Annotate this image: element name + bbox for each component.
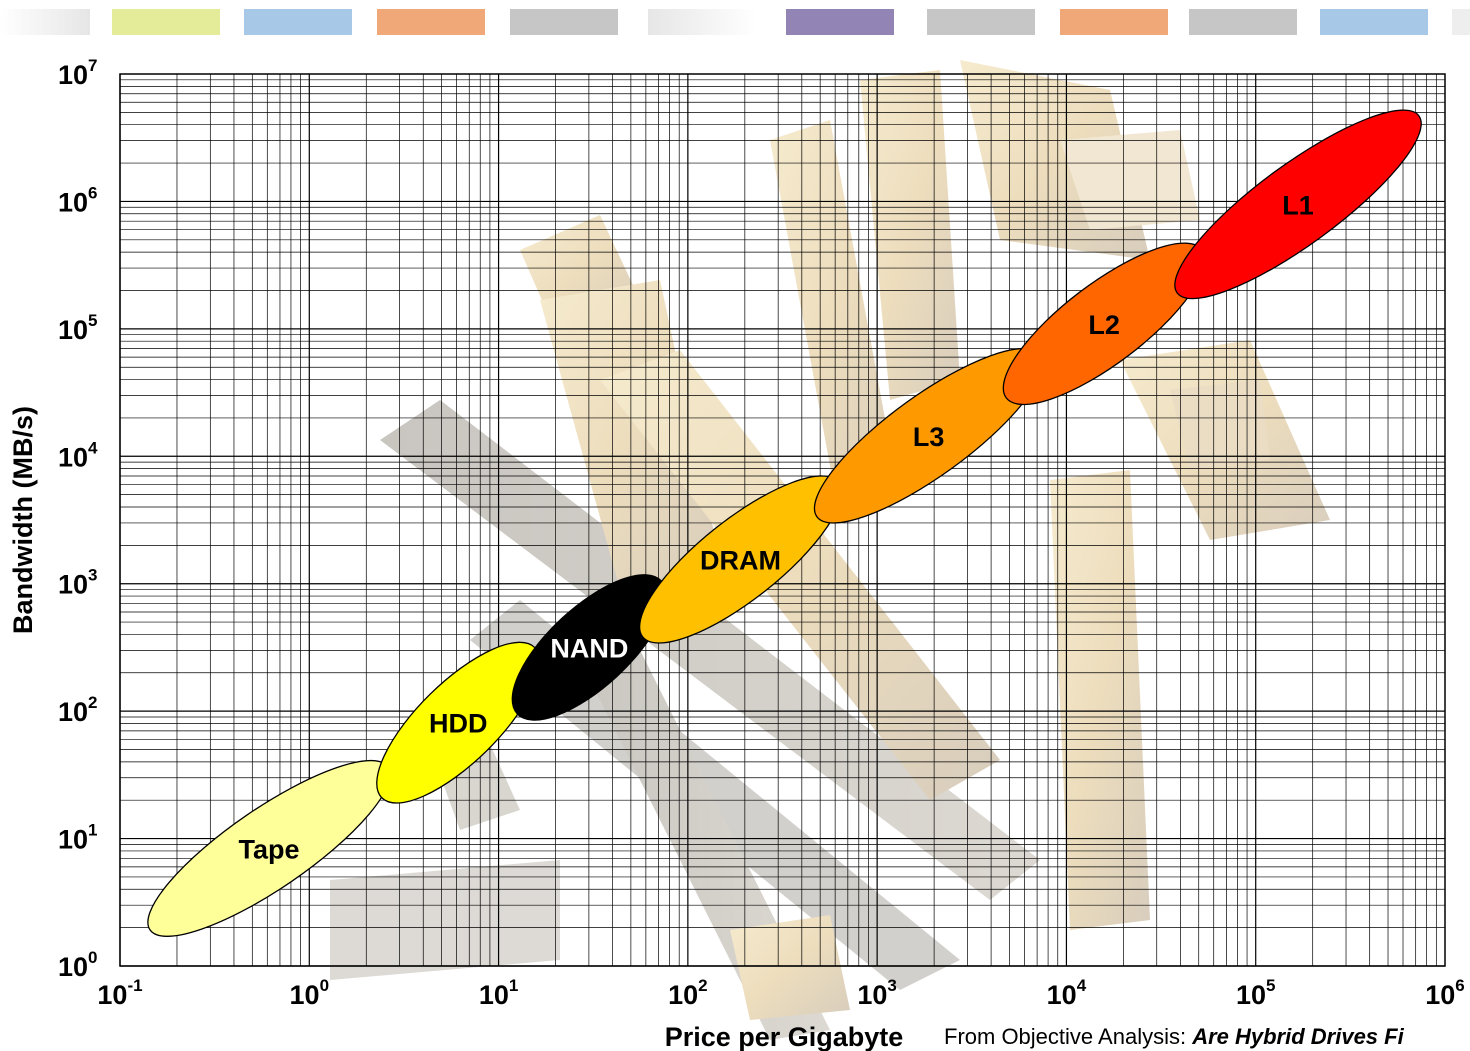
x-axis-ticks: 10-1 100 101 102 103 104 105 106 [97, 976, 1464, 1010]
x-tick-label: 104 [1047, 976, 1087, 1010]
source-citation: From Objective Analysis: Are Hybrid Driv… [944, 1024, 1470, 1051]
region-label: NAND [550, 633, 628, 663]
x-tick-label: 101 [479, 976, 519, 1010]
header-swatch [1452, 9, 1470, 35]
y-tick-label: 101 [58, 821, 98, 855]
memory-tier-regions: Tape HDD NAND DRAM L3 L2 L1 [147, 109, 1422, 937]
x-tick-label: 10-1 [97, 976, 142, 1010]
header-swatch [0, 9, 90, 35]
header-swatch [1320, 9, 1428, 35]
header-swatch [244, 9, 352, 35]
region-l1: L1 [1174, 109, 1422, 300]
region-shape [1174, 109, 1422, 300]
region-label: L2 [1088, 310, 1120, 340]
header-swatch [510, 9, 618, 35]
x-tick-label: 106 [1425, 976, 1465, 1010]
x-tick-label: 102 [668, 976, 708, 1010]
header-color-strip [0, 9, 1470, 35]
y-tick-label: 106 [58, 183, 98, 217]
source-title: Are Hybrid Drives Fi [1192, 1024, 1404, 1049]
x-tick-label: 103 [857, 976, 897, 1010]
region-label: HDD [429, 709, 488, 739]
region-label: L1 [1282, 190, 1314, 220]
region-label: L3 [913, 422, 945, 452]
region-label: Tape [238, 834, 299, 864]
header-swatch [927, 9, 1035, 35]
y-tick-label: 105 [58, 311, 98, 345]
header-swatch [786, 9, 894, 35]
header-swatch [1060, 9, 1168, 35]
y-tick-label: 100 [58, 948, 98, 982]
x-tick-label: 105 [1236, 976, 1276, 1010]
y-axis-ticks: 100 101 102 103 104 105 106 107 [58, 56, 98, 982]
x-axis-title: Price per Gigabyte [665, 1022, 904, 1051]
header-swatch [1189, 9, 1297, 35]
region-dram: DRAM [638, 475, 843, 644]
x-tick-label: 100 [290, 976, 330, 1010]
plot-frame [119, 73, 1446, 967]
header-swatch [377, 9, 485, 35]
source-prefix: From Objective Analysis: [944, 1024, 1193, 1049]
y-tick-label: 102 [58, 693, 98, 727]
y-tick-label: 103 [58, 566, 98, 600]
region-tape: Tape [147, 759, 391, 937]
region-label: DRAM [700, 545, 781, 575]
header-swatch [648, 9, 756, 35]
y-tick-label: 107 [58, 56, 98, 90]
y-tick-label: 104 [58, 438, 98, 472]
y-axis-title: Bandwidth (MB/s) [8, 406, 38, 634]
header-swatch [112, 9, 220, 35]
region-l2: L2 [1002, 242, 1206, 406]
